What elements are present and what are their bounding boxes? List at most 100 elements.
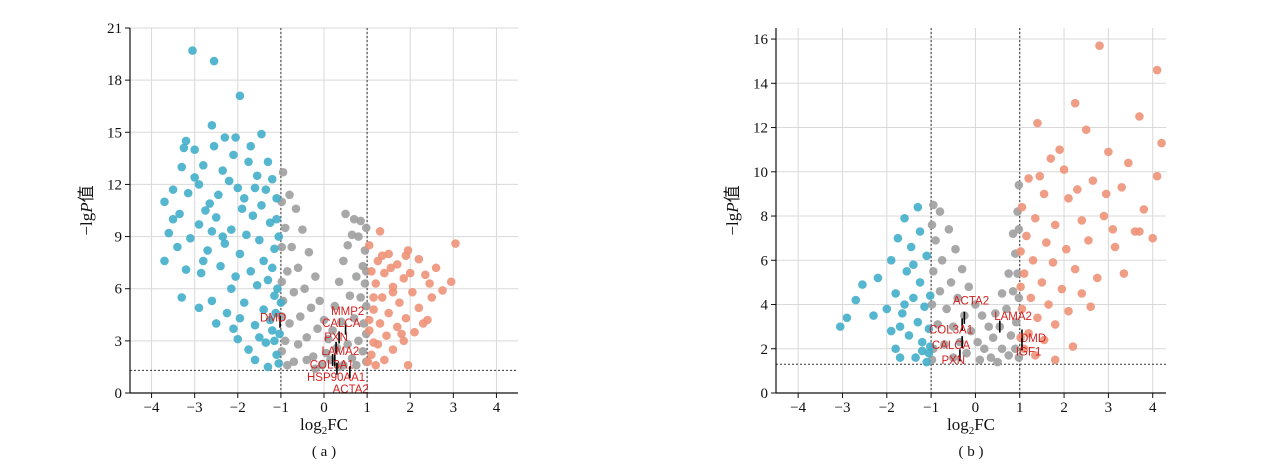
- point-none: [324, 334, 333, 344]
- point-none: [927, 300, 937, 309]
- point-down: [276, 298, 286, 307]
- point-up: [369, 305, 378, 314]
- y-tick-label: 3: [115, 334, 123, 350]
- point-none: [986, 353, 996, 362]
- point-down: [900, 213, 909, 223]
- point-up: [395, 298, 404, 307]
- point-down: [201, 206, 210, 215]
- point-none: [937, 255, 947, 265]
- point-up: [1124, 158, 1133, 168]
- point-up: [380, 268, 389, 278]
- point-up: [375, 319, 385, 328]
- gene-label: ACTA2: [953, 296, 989, 308]
- point-none: [1011, 344, 1020, 354]
- point-none: [298, 225, 307, 234]
- point-down: [272, 194, 281, 203]
- x-tick-label: 4: [1149, 400, 1157, 416]
- x-tick-label: 2: [406, 400, 414, 416]
- gene-label: DMD: [260, 313, 286, 325]
- point-up: [1039, 335, 1049, 345]
- point-down: [924, 348, 934, 358]
- point-down: [252, 171, 262, 181]
- point-none: [361, 223, 371, 233]
- point-up: [371, 279, 381, 288]
- point-up: [1030, 351, 1040, 360]
- point-up: [1059, 165, 1069, 174]
- point-none: [349, 313, 359, 323]
- point-up: [1024, 328, 1033, 338]
- point-up: [364, 315, 374, 325]
- panel-label: ( a ): [312, 444, 336, 460]
- x-tick-label: 0: [972, 400, 980, 416]
- gene-label: COL3A1: [310, 360, 354, 372]
- x-tick-label: −4: [790, 400, 806, 416]
- point-down: [271, 308, 281, 318]
- point-none: [360, 279, 370, 288]
- point-up: [1017, 304, 1027, 314]
- point-down: [235, 91, 245, 101]
- point-down: [922, 251, 931, 261]
- x-tick-label: −2: [879, 400, 895, 416]
- y-tick-label: 10: [753, 165, 768, 181]
- point-none: [293, 340, 303, 349]
- point-none: [361, 301, 371, 311]
- y-tick-label: 21: [107, 21, 122, 37]
- point-down: [250, 183, 260, 193]
- point-down: [920, 302, 929, 312]
- point-down: [183, 188, 193, 198]
- point-none: [1011, 317, 1021, 327]
- point-down: [272, 350, 281, 360]
- y-axis-label: −lgP值: [723, 185, 742, 235]
- point-down: [265, 218, 275, 227]
- point-up: [418, 319, 428, 328]
- point-none: [973, 337, 982, 347]
- point-down: [904, 331, 914, 340]
- point-none: [319, 315, 329, 325]
- point-down: [267, 326, 277, 335]
- point-up: [414, 303, 424, 313]
- point-none: [278, 167, 288, 177]
- point-down: [915, 227, 925, 236]
- point-up: [1101, 189, 1111, 199]
- point-none: [929, 200, 938, 210]
- point-up: [363, 357, 373, 367]
- point-none: [343, 240, 353, 250]
- point-up: [410, 327, 419, 337]
- point-up: [1016, 282, 1025, 292]
- x-tick-label: 2: [1060, 400, 1068, 416]
- point-none: [957, 264, 967, 274]
- point-up: [1050, 220, 1060, 230]
- point-down: [207, 296, 217, 306]
- y-tick-label: 4: [761, 298, 769, 314]
- point-up: [1037, 278, 1047, 287]
- point-down: [255, 235, 264, 245]
- point-down: [175, 209, 184, 219]
- point-none: [313, 324, 322, 333]
- y-tick-label: 12: [107, 177, 122, 193]
- x-tick-label: −2: [230, 400, 246, 416]
- point-none: [356, 293, 365, 302]
- point-down: [248, 211, 258, 221]
- point-up: [1086, 302, 1095, 312]
- point-down: [917, 337, 927, 347]
- point-up: [414, 254, 424, 264]
- point-none: [951, 244, 960, 254]
- point-up: [1081, 125, 1091, 135]
- point-down: [835, 322, 845, 331]
- point-none: [1014, 180, 1024, 190]
- point-none: [1004, 269, 1013, 278]
- point-none: [280, 223, 290, 233]
- point-none: [1014, 353, 1024, 362]
- gene-label: LAMA2: [994, 311, 1032, 323]
- point-up: [1035, 171, 1044, 181]
- y-tick-label: 18: [107, 73, 122, 89]
- point-none: [354, 336, 363, 346]
- gene-label: LAMA2: [322, 346, 360, 358]
- point-down: [227, 225, 236, 234]
- point-up: [397, 329, 406, 339]
- point-none: [964, 282, 974, 292]
- point-none: [341, 209, 350, 219]
- point-none: [277, 277, 287, 287]
- point-up: [1119, 269, 1129, 278]
- point-up: [1055, 145, 1064, 154]
